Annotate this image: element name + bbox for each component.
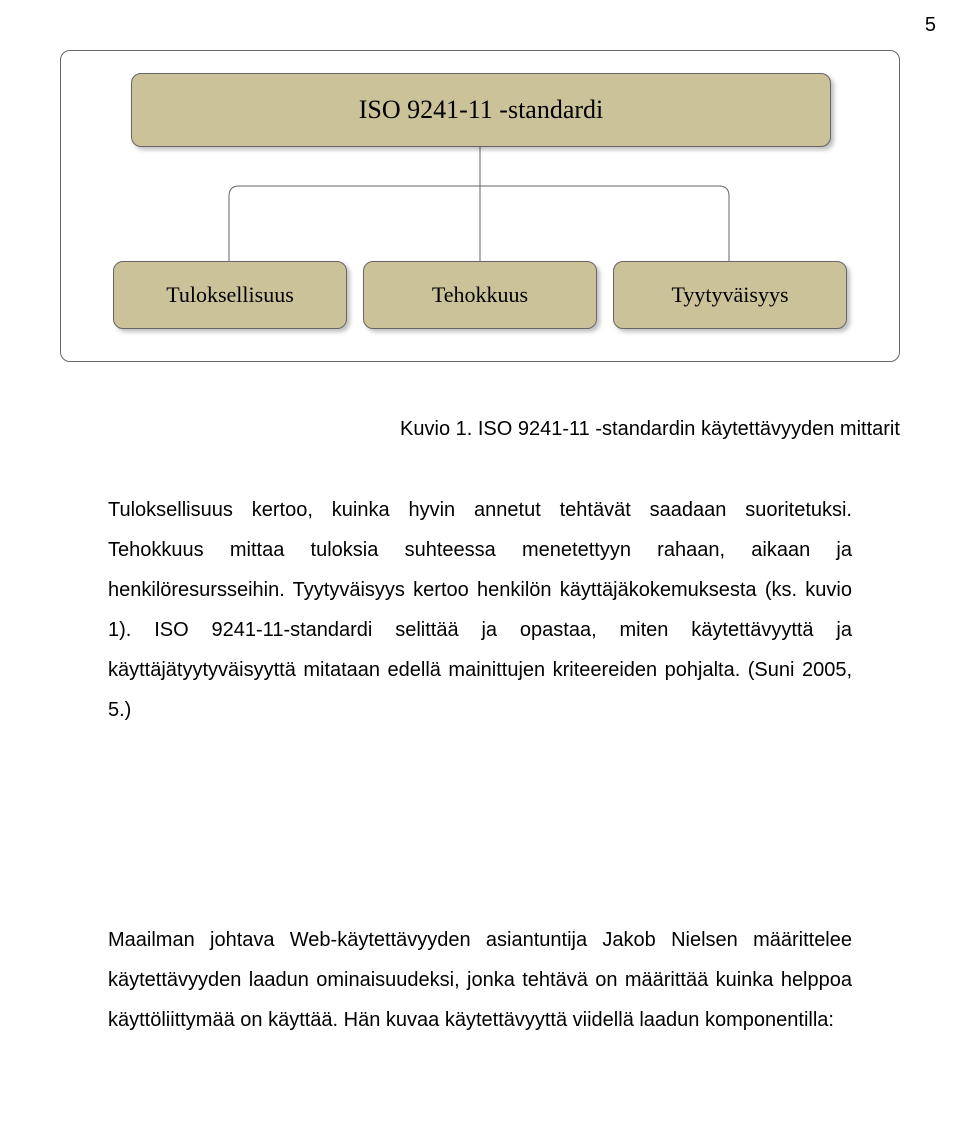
diagram-root-label: ISO 9241-11 -standardi [359,95,604,125]
diagram-child-label: Tuloksellisuus [166,282,294,308]
diagram-child-node: Tuloksellisuus [113,261,347,329]
body-paragraph: Maailman johtava Web-käytettävyyden asia… [108,920,852,1040]
page-number: 5 [925,14,936,37]
diagram-child-node: Tehokkuus [363,261,597,329]
diagram-child-node: Tyytyväisyys [613,261,847,329]
diagram-root-node: ISO 9241-11 -standardi [131,73,831,147]
diagram-child-label: Tehokkuus [432,282,528,308]
body-paragraph: Tuloksellisuus kertoo, kuinka hyvin anne… [108,490,852,730]
diagram-frame: ISO 9241-11 -standardi Tuloksellisuus Te… [60,50,900,362]
diagram-child-label: Tyytyväisyys [671,282,788,308]
figure-caption: Kuvio 1. ISO 9241-11 -standardin käytett… [370,418,930,441]
